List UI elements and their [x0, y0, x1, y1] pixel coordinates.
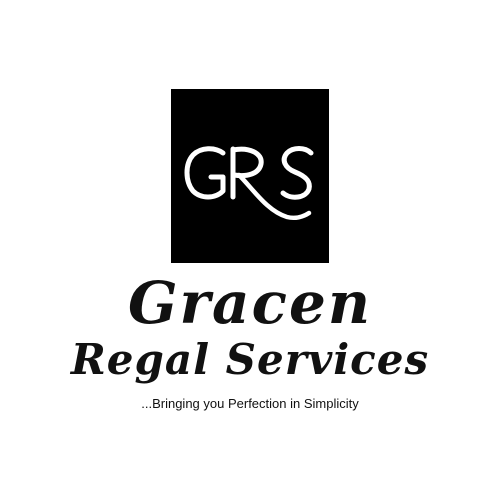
monogram-emblem — [171, 89, 329, 263]
tagline: ...Bringing you Perfection in Simplicity — [141, 396, 359, 411]
brand-name-line1: Gracen — [127, 269, 373, 337]
monogram-grs-mark — [184, 146, 314, 221]
brand-name-line2: Regal Services — [70, 335, 430, 384]
